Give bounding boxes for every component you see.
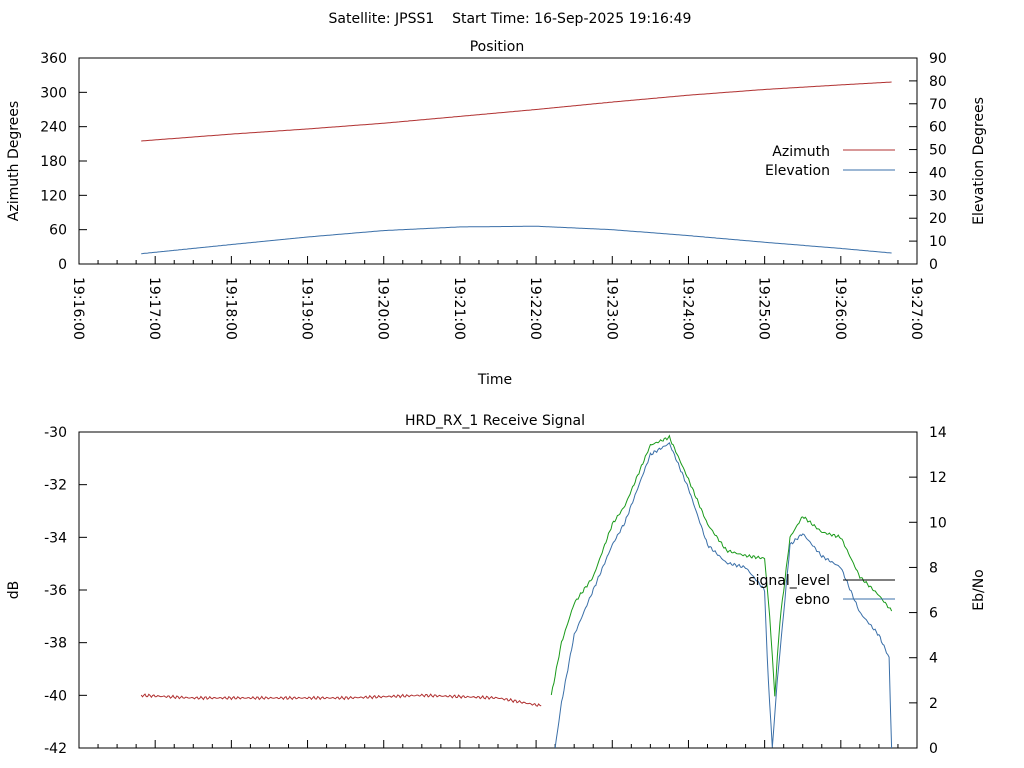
x-tick-label: 19:21:00 [451, 277, 467, 340]
position-x-axis-label: Time [477, 372, 512, 388]
y2-tick-label: 10 [929, 515, 947, 531]
y2-tick-label: 80 [929, 74, 947, 90]
x-tick-label: 19:27:00 [908, 277, 924, 340]
y2-tick-label: 90 [929, 51, 947, 67]
y2-tick-label: 40 [929, 165, 947, 181]
signal-chart: HRD_RX_1 Receive Signal dB Eb/No -42-40-… [6, 413, 987, 757]
position-y2-axis-label: Elevation Degrees [971, 97, 987, 225]
position-plot-area [78, 57, 918, 265]
x-tick-label: 19:19:00 [299, 277, 315, 340]
y-tick-label: -30 [44, 425, 67, 441]
x-tick-label: 19:22:00 [527, 277, 543, 340]
x-tick-label: 19:18:00 [222, 277, 238, 340]
y2-tick-label: 10 [929, 234, 947, 250]
x-tick-label: 19:20:00 [375, 277, 391, 340]
y-tick-label: -36 [44, 583, 67, 599]
signal-plot-area [78, 431, 918, 749]
y2-tick-label: 6 [929, 606, 938, 622]
y2-tick-label: 50 [929, 143, 947, 159]
y2-tick-label: 4 [929, 651, 938, 667]
y-tick-label: -38 [44, 636, 67, 652]
y2-tick-label: 60 [929, 120, 947, 136]
y-tick-label: 60 [49, 223, 67, 239]
series-line-signal-level [550, 434, 893, 697]
y2-tick-label: 2 [929, 696, 938, 712]
x-tick-label: 19:26:00 [832, 277, 848, 340]
legend-ebno-label: ebno [795, 592, 830, 608]
x-tick-label: 19:16:00 [70, 277, 86, 340]
series-line-ebno [554, 441, 893, 749]
y2-tick-label: 20 [929, 211, 947, 227]
position-chart-title: Position [470, 39, 525, 55]
signal-y2-axis-label: Eb/No [971, 569, 987, 611]
y-tick-label: 240 [40, 120, 67, 136]
y-tick-label: 360 [40, 51, 67, 67]
signal-legend: signal_level ebno [748, 573, 895, 608]
y-tick-label: -42 [44, 741, 67, 757]
signal-chart-title: HRD_RX_1 Receive Signal [405, 413, 585, 429]
y2-tick-label: 70 [929, 97, 947, 113]
y-tick-label: -40 [44, 688, 67, 704]
x-tick-label: 19:23:00 [603, 277, 619, 340]
legend-elevation-label: Elevation [765, 163, 830, 179]
x-tick-label: 19:17:00 [146, 277, 162, 340]
x-tick-label: 19:25:00 [756, 277, 772, 340]
y2-tick-label: 0 [929, 257, 938, 273]
y-tick-label: 300 [40, 85, 67, 101]
y2-tick-label: 0 [929, 741, 938, 757]
y2-tick-label: 8 [929, 560, 938, 576]
signal-axis-ticks: -42 -40 -38 -36 -34 -32 -30 0 2 4 6 8 10 12 14 [44, 425, 947, 757]
position-legend: Azimuth Elevation [765, 144, 895, 179]
legend-azimuth-label: Azimuth [772, 144, 830, 160]
series-line-azimuth [141, 81, 892, 142]
position-axis-ticks: 0 60 120 180 240 300 360 0 10 20 30 40 50 60 70 80 90 19:… [40, 51, 947, 340]
signal-y-axis-label: dB [6, 581, 22, 600]
y-tick-label: 180 [40, 154, 67, 170]
series-line-signal-level [140, 693, 542, 707]
y-tick-label: -34 [44, 530, 67, 546]
y-tick-label: 0 [58, 257, 67, 273]
position-chart: Position Azimuth Degrees Elevation Degre… [6, 39, 987, 388]
y2-tick-label: 12 [929, 470, 947, 486]
header-title: Satellite: JPSS1 Start Time: 16-Sep-2025… [329, 11, 692, 27]
legend-signal-level-label: signal_level [748, 573, 830, 589]
signal-series [140, 434, 893, 749]
x-tick-label: 19:24:00 [679, 277, 695, 340]
y-tick-label: 120 [40, 188, 67, 204]
series-line-elevation [141, 225, 892, 255]
position-y-axis-label: Azimuth Degrees [6, 101, 22, 221]
y2-tick-label: 30 [929, 188, 947, 204]
position-series [141, 81, 892, 255]
y2-tick-label: 14 [929, 425, 947, 441]
y-tick-label: -32 [44, 478, 67, 494]
